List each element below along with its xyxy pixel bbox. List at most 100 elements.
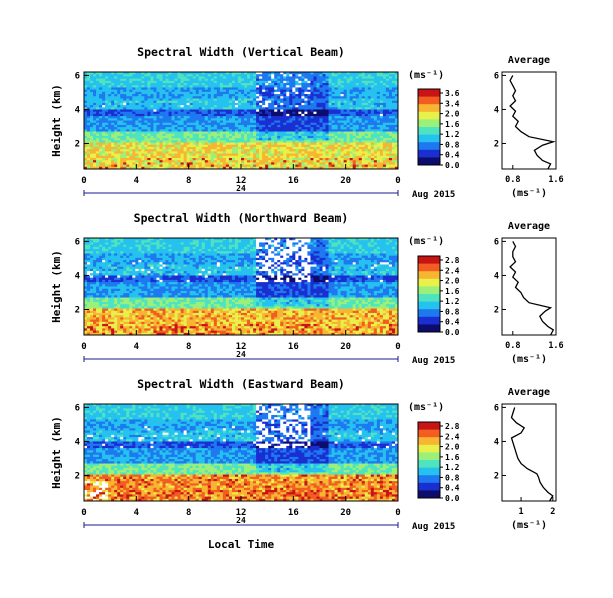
average-title: Average bbox=[508, 55, 550, 66]
heatmap-cell bbox=[90, 155, 94, 159]
heatmap-cell bbox=[292, 122, 296, 126]
heatmap-cell bbox=[253, 157, 257, 161]
heatmap-cell bbox=[219, 153, 224, 157]
heatmap-cell bbox=[144, 113, 148, 117]
heatmap-cell bbox=[222, 98, 227, 102]
heatmap-cell bbox=[364, 94, 369, 97]
heatmap-cell bbox=[159, 133, 163, 137]
heatmap-cell bbox=[352, 140, 357, 143]
heatmap-cell bbox=[337, 94, 342, 97]
heatmap-cell bbox=[277, 140, 281, 143]
heatmap-cell bbox=[286, 98, 290, 102]
heatmap-cell bbox=[84, 127, 88, 130]
heatmap-cell bbox=[388, 80, 393, 84]
heatmap-cell bbox=[355, 87, 360, 91]
heatmap-cell bbox=[334, 140, 339, 143]
heatmap-cell bbox=[319, 87, 323, 91]
heatmap-cell bbox=[189, 116, 194, 119]
heatmap-cell bbox=[376, 120, 381, 124]
heatmap-cell bbox=[358, 74, 363, 77]
heatmap-cell bbox=[102, 306, 106, 309]
heatmap-cell bbox=[153, 157, 157, 161]
heatmap-cell bbox=[216, 131, 221, 135]
heatmap-cell bbox=[222, 83, 227, 86]
heatmap-cell bbox=[271, 131, 275, 135]
heatmap-cell bbox=[250, 153, 254, 157]
heatmap-cell bbox=[394, 144, 399, 148]
heatmap-cell bbox=[96, 249, 100, 252]
heatmap-cell bbox=[337, 105, 342, 108]
heatmap-cell bbox=[171, 89, 175, 93]
heatmap-cell bbox=[165, 151, 169, 154]
heatmap-cell bbox=[159, 149, 163, 152]
heatmap-cell bbox=[147, 96, 151, 99]
heatmap-cell bbox=[247, 87, 251, 91]
heatmap-cell bbox=[102, 80, 106, 84]
heatmap-cell bbox=[96, 264, 100, 268]
heatmap-cell bbox=[250, 135, 254, 139]
heatmap-cell bbox=[213, 157, 218, 161]
heatmap-cell bbox=[159, 166, 163, 170]
heatmap-cell bbox=[195, 76, 200, 80]
heatmap-cell bbox=[171, 146, 175, 150]
heatmap-cell bbox=[150, 133, 154, 137]
heatmap-cell bbox=[231, 80, 236, 84]
heatmap-cell bbox=[102, 111, 106, 115]
heatmap-cell bbox=[310, 142, 314, 146]
heatmap-cell bbox=[268, 109, 272, 113]
heatmap-cell bbox=[129, 87, 133, 91]
heatmap-cell bbox=[126, 166, 130, 170]
heatmap-cell bbox=[283, 146, 287, 150]
colorbar-segment bbox=[418, 109, 440, 113]
heatmap-cell bbox=[283, 89, 287, 93]
heatmap-cell bbox=[349, 155, 354, 159]
heatmap-cell bbox=[376, 160, 381, 163]
heatmap-cell bbox=[84, 306, 88, 309]
heatmap-cell bbox=[244, 96, 248, 99]
heatmap-cell bbox=[370, 91, 375, 95]
heatmap-cell bbox=[90, 89, 94, 93]
heatmap-cell bbox=[325, 164, 329, 168]
heatmap-cell bbox=[132, 116, 136, 119]
heatmap-cell bbox=[343, 151, 348, 154]
heatmap-cell bbox=[183, 100, 188, 104]
heatmap-cell bbox=[355, 120, 360, 124]
heatmap-cell bbox=[171, 109, 175, 113]
heatmap-cell bbox=[231, 133, 236, 137]
heatmap-cell bbox=[120, 151, 124, 154]
heatmap-cell bbox=[183, 127, 188, 130]
heatmap-cell bbox=[90, 255, 94, 259]
heatmap-cell bbox=[253, 118, 257, 121]
heatmap-cell bbox=[349, 102, 354, 106]
heatmap-cell bbox=[358, 94, 363, 97]
heatmap-cell bbox=[204, 80, 209, 84]
heatmap-cell bbox=[358, 96, 363, 99]
heatmap-cell bbox=[319, 78, 323, 82]
heatmap-cell bbox=[90, 138, 94, 141]
heatmap-cell bbox=[244, 105, 248, 108]
heatmap-cell bbox=[228, 157, 233, 161]
heatmap-cell bbox=[253, 74, 257, 77]
heatmap-cell bbox=[171, 111, 175, 115]
heatmap-cell bbox=[295, 80, 299, 84]
heatmap-cell bbox=[114, 102, 118, 106]
heatmap-cell bbox=[180, 127, 185, 130]
heatmap-cell bbox=[337, 135, 342, 139]
heatmap-cell bbox=[87, 72, 91, 75]
heatmap-cell bbox=[244, 142, 248, 146]
heatmap-cell bbox=[165, 98, 169, 102]
heatmap-cell bbox=[168, 91, 172, 95]
heatmap-cell bbox=[123, 94, 127, 97]
heatmap-cell bbox=[250, 151, 254, 154]
heatmap-cell bbox=[310, 105, 314, 108]
heatmap-cell bbox=[207, 124, 212, 128]
heatmap-cell bbox=[322, 131, 326, 135]
heatmap-cell bbox=[355, 131, 360, 135]
heatmap-cell bbox=[331, 74, 335, 77]
heatmap-cell bbox=[192, 91, 197, 95]
heatmap-cell bbox=[138, 102, 142, 106]
heatmap-cell bbox=[349, 140, 354, 143]
heatmap-cell bbox=[256, 157, 260, 161]
heatmap-cell bbox=[156, 127, 160, 130]
heatmap-cell bbox=[171, 144, 175, 148]
